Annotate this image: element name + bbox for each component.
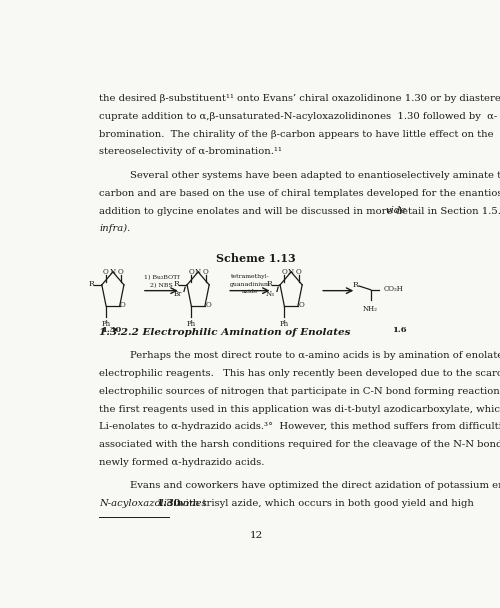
Text: 1) Bu₂BOTf: 1) Bu₂BOTf <box>144 275 179 280</box>
Text: guanadinium: guanadinium <box>230 282 270 286</box>
Text: Several other systems have been adapted to enantioselectively aminate the α-: Several other systems have been adapted … <box>130 171 500 180</box>
Text: R: R <box>88 280 94 288</box>
Text: N: N <box>110 268 116 276</box>
Text: N₃: N₃ <box>266 290 275 299</box>
Text: azide: azide <box>242 289 258 294</box>
Text: O: O <box>103 268 109 275</box>
Text: stereoselectivity of α-bromination.¹¹: stereoselectivity of α-bromination.¹¹ <box>100 147 282 156</box>
Text: O: O <box>296 268 302 275</box>
Text: the first reagents used in this application was di-t-butyl azodicarboxylate, whi: the first reagents used in this applicat… <box>100 404 500 413</box>
Text: Br: Br <box>174 290 182 299</box>
Text: electrophilic sources of nitrogen that participate in C-N bond forming reactions: electrophilic sources of nitrogen that p… <box>100 387 500 396</box>
Text: N: N <box>288 268 294 276</box>
Text: tetramethyl-: tetramethyl- <box>230 274 269 279</box>
Text: R: R <box>174 280 179 288</box>
Text: Evans and coworkers have optimized the direct azidation of potassium enolates of: Evans and coworkers have optimized the d… <box>130 482 500 491</box>
Text: newly formed α-hydrazido acids.: newly formed α-hydrazido acids. <box>100 458 264 467</box>
Text: Scheme 1.13: Scheme 1.13 <box>216 253 296 264</box>
Text: carbon and are based on the use of chiral templates developed for the enantiosel: carbon and are based on the use of chira… <box>100 188 500 198</box>
Text: Perhaps the most direct route to α-amino acids is by amination of enolates with: Perhaps the most direct route to α-amino… <box>130 351 500 360</box>
Text: O: O <box>282 268 287 275</box>
Text: 12: 12 <box>250 531 263 540</box>
Text: Li-enolates to α-hydrazido acids.³°  However, this method suffers from difficult: Li-enolates to α-hydrazido acids.³° Howe… <box>100 423 500 432</box>
Text: O: O <box>298 301 304 309</box>
Text: addition to glycine enolates and will be discussed in more detail in Section 1.5: addition to glycine enolates and will be… <box>100 206 500 215</box>
Text: O: O <box>188 268 194 275</box>
Text: R: R <box>266 280 272 288</box>
Text: 2) NBS: 2) NBS <box>150 283 172 289</box>
Text: R: R <box>353 280 358 289</box>
Text: O: O <box>203 268 209 275</box>
Text: O: O <box>118 268 124 275</box>
Text: the desired β-substituent¹¹ onto Evans’ chiral oxazolidinone 1.30 or by diastere: the desired β-substituent¹¹ onto Evans’ … <box>100 94 500 103</box>
Text: infra).: infra). <box>100 224 130 233</box>
Text: N: N <box>195 268 201 276</box>
Text: vide: vide <box>386 206 407 215</box>
Text: bromination.  The chirality of the β-carbon appears to have little effect on the: bromination. The chirality of the β-carb… <box>100 130 494 139</box>
Text: cuprate addition to α,β-unsaturated-N-acyloxazolidinones  1.30 followed by  α-: cuprate addition to α,β-unsaturated-N-ac… <box>100 112 498 121</box>
Text: 1.30: 1.30 <box>156 499 181 508</box>
Text: with trisyl azide, which occurs in both good yield and high: with trisyl azide, which occurs in both … <box>174 499 474 508</box>
Text: Ph: Ph <box>280 320 289 328</box>
Text: Ph: Ph <box>102 320 110 328</box>
Text: 1.30: 1.30 <box>101 326 121 334</box>
Text: electrophilic reagents.   This has only recently been developed due to the scarc: electrophilic reagents. This has only re… <box>100 369 500 378</box>
Text: associated with the harsh conditions required for the cleavage of the N-N bond i: associated with the harsh conditions req… <box>100 440 500 449</box>
Text: 1.6: 1.6 <box>392 326 406 334</box>
Text: Ph: Ph <box>186 320 196 328</box>
Text: NH₂: NH₂ <box>363 305 378 313</box>
Text: CO₂H: CO₂H <box>384 285 403 293</box>
Text: N-acyloxazolidinones: N-acyloxazolidinones <box>100 499 210 508</box>
Text: 1.3.2.2 Electrophilic Amination of Enolates: 1.3.2.2 Electrophilic Amination of Enola… <box>100 328 351 337</box>
Text: O: O <box>205 301 211 309</box>
Text: O: O <box>120 301 126 309</box>
